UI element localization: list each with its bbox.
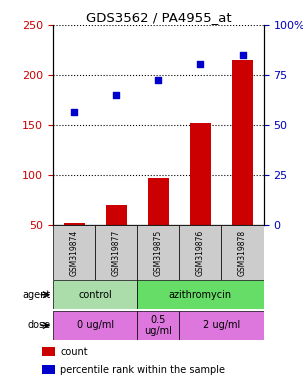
Point — [240, 52, 245, 58]
Point — [198, 61, 203, 67]
Bar — [137, 311, 179, 340]
Bar — [190, 123, 211, 225]
Text: agent: agent — [23, 290, 51, 300]
Text: control: control — [78, 290, 112, 300]
Text: 0.5
ug/ml: 0.5 ug/ml — [145, 314, 172, 336]
Title: GDS3562 / PA4955_at: GDS3562 / PA4955_at — [85, 11, 231, 24]
Text: azithromycin: azithromycin — [169, 290, 232, 300]
Point — [72, 109, 76, 115]
Text: percentile rank within the sample: percentile rank within the sample — [60, 365, 225, 375]
Text: 2 ug/ml: 2 ug/ml — [203, 320, 240, 331]
Point — [156, 77, 161, 83]
Bar — [53, 280, 137, 309]
Text: 0 ug/ml: 0 ug/ml — [77, 320, 114, 331]
Text: count: count — [60, 347, 88, 357]
Text: GSM319875: GSM319875 — [154, 229, 163, 276]
Bar — [148, 178, 169, 225]
Bar — [232, 60, 253, 225]
Bar — [137, 280, 264, 309]
Bar — [64, 223, 85, 225]
Bar — [95, 225, 137, 280]
Point — [114, 92, 119, 98]
Bar — [179, 311, 264, 340]
Bar — [42, 365, 55, 374]
Bar — [53, 225, 95, 280]
Bar — [53, 311, 137, 340]
Bar — [42, 347, 55, 356]
Text: GSM319878: GSM319878 — [238, 229, 247, 276]
Text: GSM319874: GSM319874 — [70, 229, 78, 276]
Bar — [221, 225, 264, 280]
Text: GSM319877: GSM319877 — [112, 229, 121, 276]
Bar — [137, 225, 179, 280]
Bar — [106, 205, 127, 225]
Text: GSM319876: GSM319876 — [196, 229, 205, 276]
Text: dose: dose — [28, 320, 51, 331]
Bar — [179, 225, 221, 280]
